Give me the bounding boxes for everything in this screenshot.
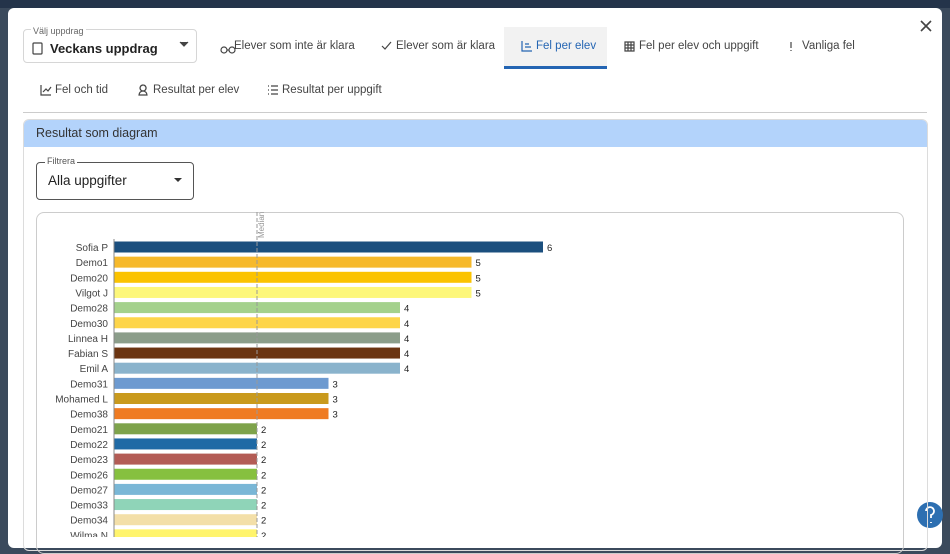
panel-title: Resultat som diagram xyxy=(36,126,158,140)
bar xyxy=(114,438,257,450)
bar xyxy=(114,483,257,495)
value-label: 3 xyxy=(333,410,338,421)
value-label: 4 xyxy=(404,364,409,375)
value-label: 5 xyxy=(476,258,481,269)
category-label: Emil A xyxy=(80,364,109,375)
filter-value: Alla uppgifter xyxy=(48,173,127,188)
value-label: 5 xyxy=(476,273,481,284)
bar xyxy=(114,408,329,420)
close-icon[interactable] xyxy=(920,20,932,32)
category-label: Demo30 xyxy=(70,319,108,330)
bar xyxy=(114,453,257,465)
person-icon xyxy=(138,84,148,96)
select-label: Välj uppdrag xyxy=(31,26,86,36)
value-label: 2 xyxy=(261,470,266,481)
bar-icon xyxy=(521,41,532,52)
category-label: Demo28 xyxy=(70,304,108,315)
bar xyxy=(114,332,400,344)
filter-select[interactable] xyxy=(36,162,194,200)
category-label: Fabian S xyxy=(68,349,108,360)
dropdown-arrow xyxy=(179,41,189,47)
value-label: 2 xyxy=(261,440,266,451)
tab-active-bg xyxy=(504,27,607,69)
value-label: 2 xyxy=(261,516,266,527)
category-label: Demo22 xyxy=(70,440,108,451)
binocular-icon xyxy=(220,46,236,54)
value-label: 6 xyxy=(547,243,552,254)
grid-icon xyxy=(624,41,635,52)
subtab[interactable]: Resultat per elev xyxy=(153,84,240,96)
subtab[interactable]: Resultat per uppgift xyxy=(282,84,382,96)
value-label: 2 xyxy=(261,485,266,496)
doc-icon xyxy=(32,42,43,55)
chart-icon xyxy=(40,85,52,96)
help-icon xyxy=(925,506,935,523)
tab[interactable]: Fel per elev och uppgift xyxy=(639,40,759,52)
value-label: 4 xyxy=(404,334,409,345)
assignment-select[interactable] xyxy=(23,29,197,63)
bar xyxy=(114,241,543,253)
category-label: Demo20 xyxy=(70,273,108,284)
category-label: Demo26 xyxy=(70,470,108,481)
value-label: 5 xyxy=(476,288,481,299)
check-icon xyxy=(381,41,392,50)
category-label: Demo31 xyxy=(70,379,108,390)
category-label: Demo34 xyxy=(70,516,108,527)
value-label: 2 xyxy=(261,455,266,466)
bar xyxy=(114,529,257,537)
category-label: Wilma N xyxy=(70,531,108,537)
category-label: Mohamed L xyxy=(55,395,108,406)
category-label: Sofia P xyxy=(76,243,109,254)
bar xyxy=(114,271,472,283)
select-value: Veckans uppdrag xyxy=(50,41,158,56)
bar xyxy=(114,514,257,526)
value-label: 2 xyxy=(261,501,266,512)
icons xyxy=(32,20,943,528)
category-label: Demo21 xyxy=(70,425,108,436)
filter-label: Filtrera xyxy=(45,156,78,166)
bar xyxy=(114,393,329,404)
category-label: Linnea H xyxy=(68,334,108,345)
median-label: Median xyxy=(257,212,266,238)
value-label: 4 xyxy=(404,319,409,330)
category-label: Demo38 xyxy=(70,410,108,421)
panel-header xyxy=(24,120,927,147)
filter-arrow xyxy=(174,178,182,182)
value-label: 3 xyxy=(333,395,338,406)
bar xyxy=(114,468,257,480)
value-label: 4 xyxy=(404,304,409,315)
subtab[interactable]: Fel och tid xyxy=(55,84,109,96)
bar xyxy=(114,302,400,314)
category-label: Vilgot J xyxy=(75,288,108,299)
bar xyxy=(114,256,472,268)
help-button[interactable] xyxy=(917,502,943,528)
value-label: 2 xyxy=(261,425,266,436)
bar xyxy=(114,286,472,298)
bar xyxy=(114,377,329,389)
bar xyxy=(114,423,257,435)
category-label: Demo27 xyxy=(70,485,108,496)
category-label: Demo33 xyxy=(70,501,108,512)
tab[interactable]: Vanliga fel xyxy=(802,40,855,52)
tab[interactable]: Elever som inte är klara xyxy=(234,40,355,52)
value-label: 2 xyxy=(261,531,266,537)
list-icon xyxy=(268,85,278,95)
tab[interactable]: Elever som är klara xyxy=(396,40,496,52)
chart: Sofia P 6 Demo1 5 Demo20 5 Vilgot J 5 Demo28 4 Dem… xyxy=(55,212,552,537)
category-label: Demo1 xyxy=(76,258,109,269)
tab[interactable]: Fel per elev xyxy=(536,40,597,52)
category-label: Demo23 xyxy=(70,455,108,466)
divider xyxy=(23,112,927,113)
bar xyxy=(114,499,257,511)
value-label: 4 xyxy=(404,349,409,360)
top-strip xyxy=(0,0,950,8)
value-label: 3 xyxy=(333,379,338,390)
